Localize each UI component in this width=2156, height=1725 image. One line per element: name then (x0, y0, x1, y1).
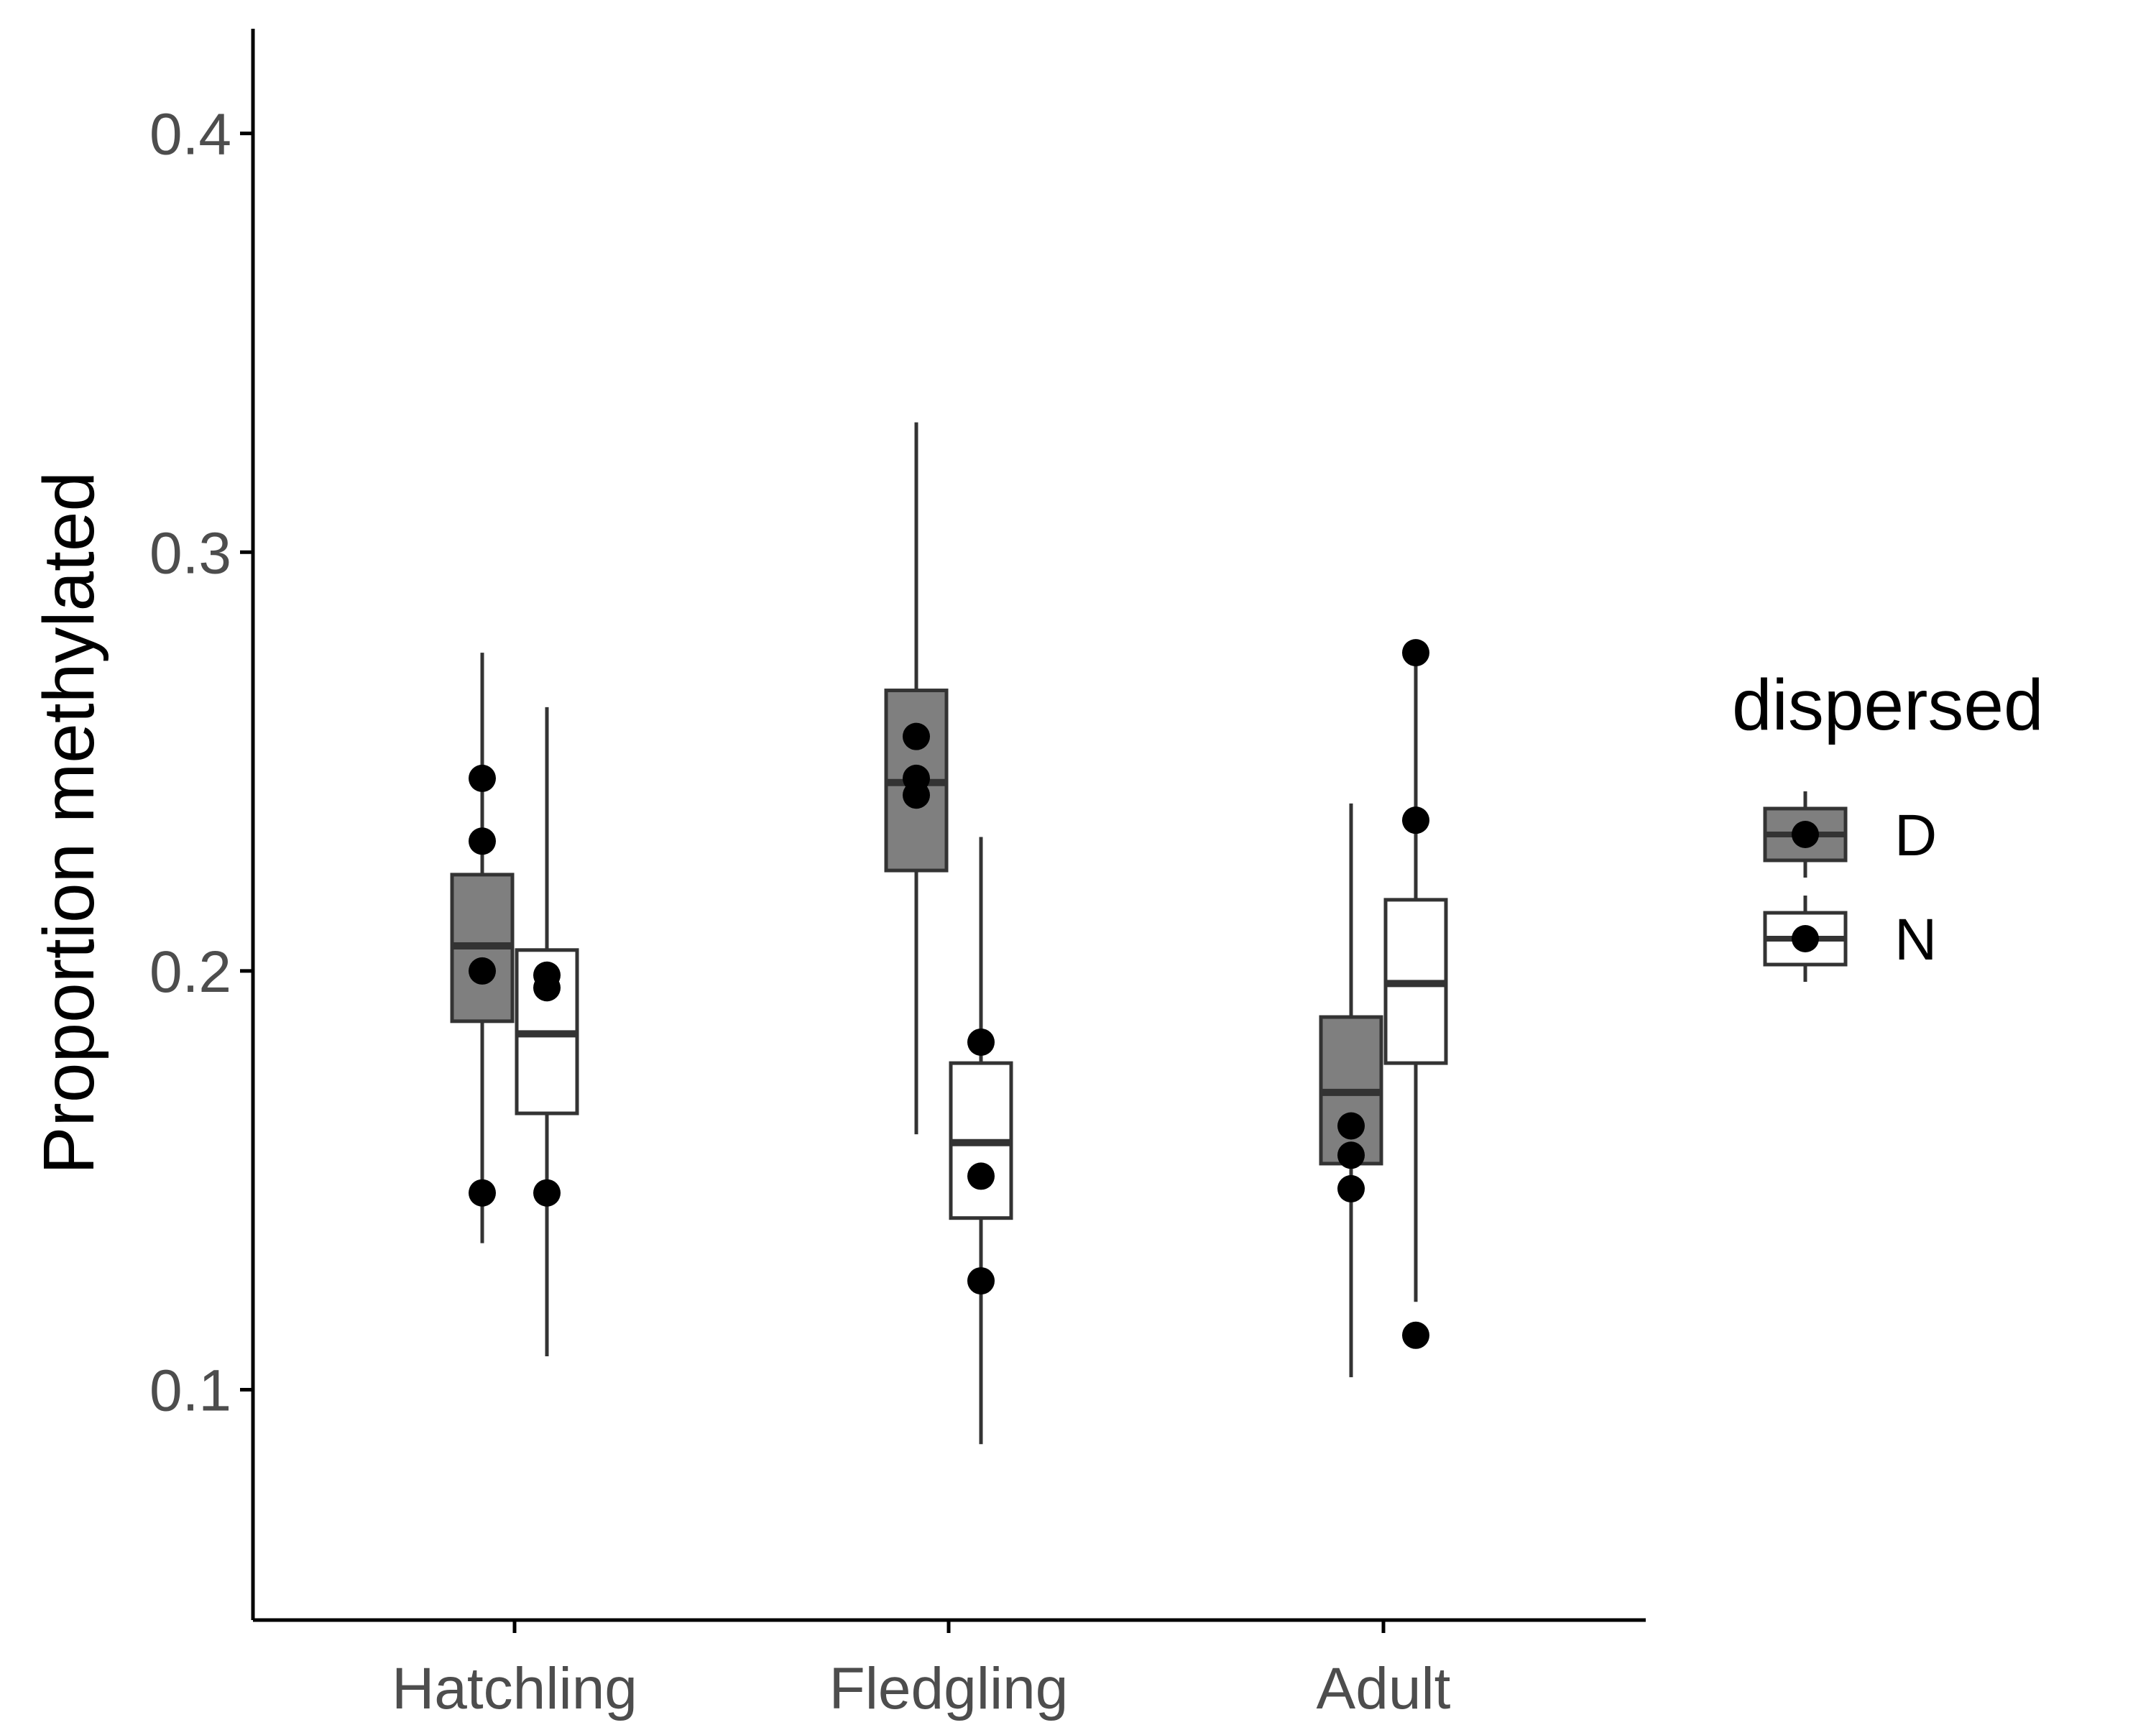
data-point (469, 957, 496, 985)
y-tick-label: 0.2 (149, 939, 231, 1005)
plot-area (450, 422, 1448, 1445)
data-point (1402, 639, 1429, 667)
legend-label: D (1894, 803, 1937, 868)
box-D-fledgling (884, 422, 949, 1135)
data-point (967, 1028, 995, 1056)
data-point (533, 974, 561, 1002)
y-tick-label: 0.4 (149, 102, 231, 167)
data-point (469, 764, 496, 792)
box-D-hatchling (450, 653, 515, 1243)
data-point (1337, 1141, 1365, 1169)
box-N-adult (1383, 639, 1448, 1349)
x-tick-label: Hatchling (392, 1656, 637, 1721)
data-point (903, 781, 930, 809)
legend: dispersed DN (1732, 665, 2044, 982)
data-point (967, 1162, 995, 1190)
data-point (1402, 1321, 1429, 1349)
y-tick-label: 0.1 (149, 1358, 231, 1424)
data-point (533, 1179, 561, 1207)
box-N-hatchling (515, 707, 579, 1356)
legend-label: N (1894, 907, 1937, 972)
legend-key-point (1792, 925, 1819, 952)
data-point (469, 1179, 496, 1207)
x-tick-label: Fledgling (829, 1656, 1069, 1721)
legend-item-N: N (1763, 896, 1937, 982)
legend-item-D: D (1763, 791, 1937, 878)
data-point (1337, 1112, 1365, 1140)
data-point (469, 827, 496, 855)
box-N-fledgling (949, 837, 1013, 1445)
y-axis-title: Proportion methylated (29, 472, 109, 1174)
data-point (967, 1267, 995, 1295)
x-axis-ticks: Hatchling Fledgling Adult (392, 1620, 1451, 1721)
y-tick-label: 0.3 (149, 520, 231, 586)
x-tick-label: Adult (1317, 1656, 1451, 1721)
y-axis-ticks: 0.1 0.2 0.3 0.4 (149, 102, 253, 1424)
legend-title: dispersed (1732, 665, 2044, 745)
data-point (1337, 1174, 1365, 1202)
data-point (903, 722, 930, 750)
box-D-adult (1319, 803, 1383, 1378)
legend-key-point (1792, 821, 1819, 848)
data-point (1402, 806, 1429, 834)
